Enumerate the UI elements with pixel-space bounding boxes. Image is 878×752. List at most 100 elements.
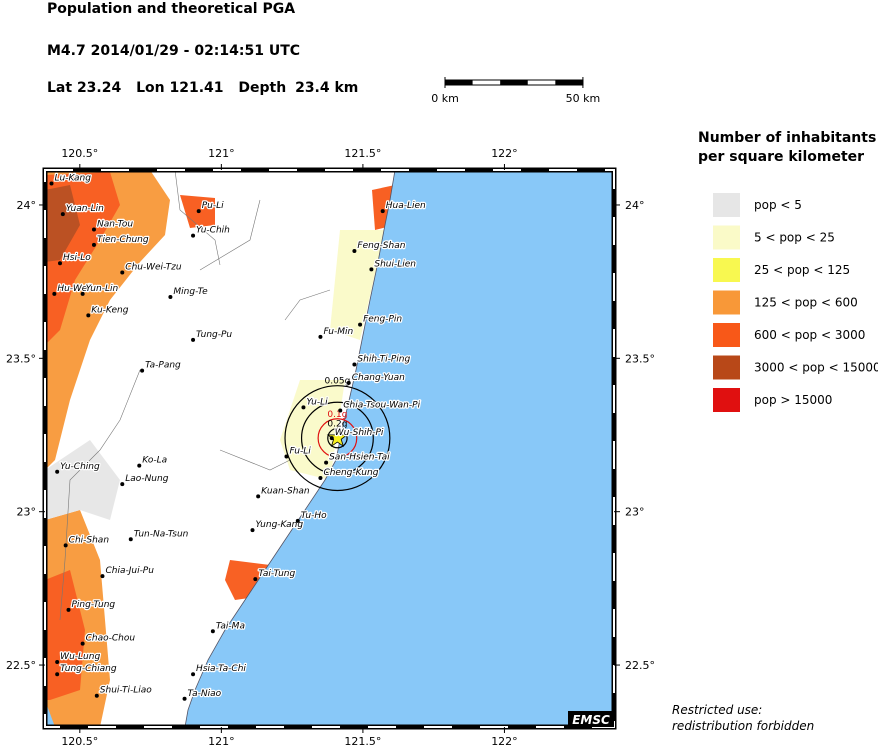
y-tick-label: 24° [625,199,645,212]
city-dot [55,469,60,474]
depth-unit: km [335,80,359,96]
city-label: Tung-Chiang [60,664,117,674]
x-tick-label: 121.5° [344,735,381,748]
city-label: Yung-Kang [256,520,304,530]
city-dot [182,696,187,701]
lon-label: Lon [136,80,165,96]
lat-label: Lat [47,80,72,96]
city-label: Yu-Li [306,397,328,407]
city-dot [318,475,323,480]
city-dot [369,267,374,272]
city-dot [137,463,142,468]
city-dot [63,543,68,548]
depth-label: Depth [238,80,286,96]
city-dot [94,693,99,698]
city-label: Tun-Na-Tsun [134,529,189,539]
map-overlay: 0.05g 0.1g0.2g Lu-Kang Yuan-Lin Nan-Tou Tien-… [49,172,427,701]
city-label: Ta-Niao [188,689,222,699]
pga-contour [300,401,374,475]
city-label: Yu-Ching [60,462,100,472]
city-dot [256,494,261,499]
pop-southwest-dense [45,570,85,700]
city-label: Chia-Jui-Pu [105,566,154,576]
city-dot [80,641,85,646]
legend-swatch [713,388,740,412]
city-dot [191,337,196,342]
city-dot [284,454,289,459]
city-label: Tien-Chung [97,235,149,245]
city-dot [128,537,133,542]
city-dot [301,405,306,410]
city-dot [120,482,125,487]
city-label: Chia-Tsou-Wan-Pi [343,400,420,410]
population-density [45,170,395,727]
event-line: M4.7 2014/01/29 - 02:14:51 UTC [47,43,300,59]
city-label: Fu-Li [289,446,311,456]
depth-value: 23.4 [295,80,330,96]
city-label: Yu-Chih [196,226,230,236]
city-label: Kuan-Shan [261,486,310,496]
city-label: Lao-Nung [125,474,168,484]
city-dot [140,368,145,373]
y-tick-label: 24° [17,199,37,212]
city-label: Ta-Pang [145,361,181,371]
city-dot [324,460,329,465]
scale-label: 50 km [566,92,601,105]
scale-segment [445,80,473,85]
pop-east-valley [330,230,385,340]
lon-value: 121.41 [170,80,224,96]
epicenter-line: Lat 23.24 Lon 121.41 Depth 23.4 km [47,80,358,96]
city-dot [100,574,105,579]
city-dot [191,672,196,677]
pop-foothills [45,440,120,520]
city-label: Ko-La [142,456,167,466]
city-label: Fu-Min [323,327,353,337]
y-tick-label: 22.5° [6,659,36,672]
legend-label: pop > 15000 [754,393,832,407]
city-label: Cheng-Kung [323,468,378,478]
pop-west-core [45,185,80,262]
city-label: Wu-Lung [60,652,100,662]
frame-pattern [44,169,615,728]
boundaries [59,170,331,621]
ocean [185,170,614,727]
city-dot [60,212,65,217]
city-dot [55,659,60,664]
city-dot [66,607,71,612]
city-dot [120,270,125,275]
city-dot [52,291,57,296]
notice: Restricted use: [672,703,762,717]
x-tick-label: 122° [491,147,518,160]
city-dot [253,577,258,582]
city-dot [329,436,334,441]
city-dot [352,362,357,367]
city-dot [58,261,63,266]
legend-label: 5 < pop < 25 [754,231,835,245]
city-label: Chi-Shan [69,535,110,545]
city-label: Feng-Pin [363,315,402,325]
city-dot [210,629,215,634]
city-label: Lu-Kang [55,173,92,183]
city-label: Tu-Ho [301,511,327,521]
axes: 120.5° 120.5° 121° 121° 121.5° 121.5° 122° 122°… [6,147,655,748]
city-label: Ping-Tung [71,600,115,610]
city-label: Chao-Chou [86,634,136,644]
pga-label: 0.2g [327,419,347,429]
city-label: Wu-Shih-Pi [335,428,384,438]
credit: EMSC [572,713,610,727]
pga-contour [317,418,358,458]
pga-label: 0.05g [325,377,351,387]
x-tick-label: 122° [491,735,518,748]
pga-contour [284,385,391,492]
city-dot [191,233,196,238]
city-dot [318,334,323,339]
city-label: Chang-Yuan [352,373,405,383]
lat-value: 23.24 [77,80,122,96]
legend-label: 3000 < pop < 15000 [754,361,878,375]
city-label: Feng-Shan [357,241,405,251]
city-dot [250,528,255,533]
legend-label: 25 < pop < 125 [754,263,850,277]
y-tick-label: 23° [17,506,37,519]
x-tick-label: 121.5° [344,147,381,160]
